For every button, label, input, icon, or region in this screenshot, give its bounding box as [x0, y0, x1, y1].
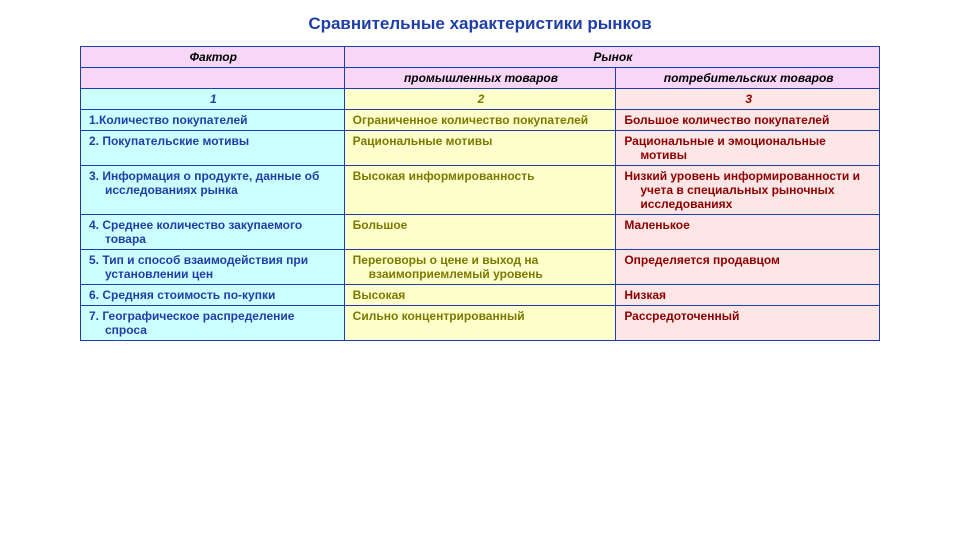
hdr-col3: потребительских товаров — [616, 68, 880, 89]
cell-a: Сильно концентрированный — [344, 306, 616, 341]
cell-b: Низкая — [616, 285, 880, 306]
page-title: Сравнительные характеристики рынков — [80, 14, 880, 34]
cell-a: Высокая информированность — [344, 166, 616, 215]
cell-a: Большое — [344, 215, 616, 250]
header-row-2: промышленных товаров потребительских тов… — [81, 68, 880, 89]
page: Сравнительные характеристики рынков Факт… — [0, 0, 960, 540]
header-row-1: Фактор Рынок — [81, 47, 880, 68]
cell-a: Высокая — [344, 285, 616, 306]
hdr-blank — [81, 68, 345, 89]
cell-factor: 4. Среднее количество закупаемого товара — [81, 215, 345, 250]
table-row: 5. Тип и способ взаимодействия при устан… — [81, 250, 880, 285]
hdr-col2: промышленных товаров — [344, 68, 616, 89]
table-row: 6. Средняя стоимость по-купки Высокая Ни… — [81, 285, 880, 306]
hdr-factor: Фактор — [81, 47, 345, 68]
cell-factor: 7. Географическое распределение спроса — [81, 306, 345, 341]
table-row: 7. Географическое распределение спроса С… — [81, 306, 880, 341]
num-2: 2 — [344, 89, 616, 110]
cell-factor: 5. Тип и способ взаимодействия при устан… — [81, 250, 345, 285]
cell-b: Определяется продавцом — [616, 250, 880, 285]
cell-a: Рациональные мотивы — [344, 131, 616, 166]
number-row: 1 2 3 — [81, 89, 880, 110]
cell-a: Переговоры о цене и выход на взаимоприем… — [344, 250, 616, 285]
table-row: 3. Информация о продукте, данные об иссл… — [81, 166, 880, 215]
cell-b: Маленькое — [616, 215, 880, 250]
num-1: 1 — [81, 89, 345, 110]
cell-b: Рациональные и эмоциональные мотивы — [616, 131, 880, 166]
cell-b: Большое количество покупателей — [616, 110, 880, 131]
table-row: 2. Покупательские мотивы Рациональные мо… — [81, 131, 880, 166]
cell-a: Ограниченное количество покупателей — [344, 110, 616, 131]
cell-factor: 1.Количество покупателей — [81, 110, 345, 131]
table-row: 4. Среднее количество закупаемого товара… — [81, 215, 880, 250]
cell-factor: 6. Средняя стоимость по-купки — [81, 285, 345, 306]
num-3: 3 — [616, 89, 880, 110]
cell-factor: 2. Покупательские мотивы — [81, 131, 345, 166]
cell-b: Рассредоточенный — [616, 306, 880, 341]
cell-b: Низкий уровень информированности и учета… — [616, 166, 880, 215]
table-row: 1.Количество покупателей Ограниченное ко… — [81, 110, 880, 131]
comparison-table: Фактор Рынок промышленных товаров потреб… — [80, 46, 880, 341]
hdr-market: Рынок — [344, 47, 879, 68]
cell-factor: 3. Информация о продукте, данные об иссл… — [81, 166, 345, 215]
